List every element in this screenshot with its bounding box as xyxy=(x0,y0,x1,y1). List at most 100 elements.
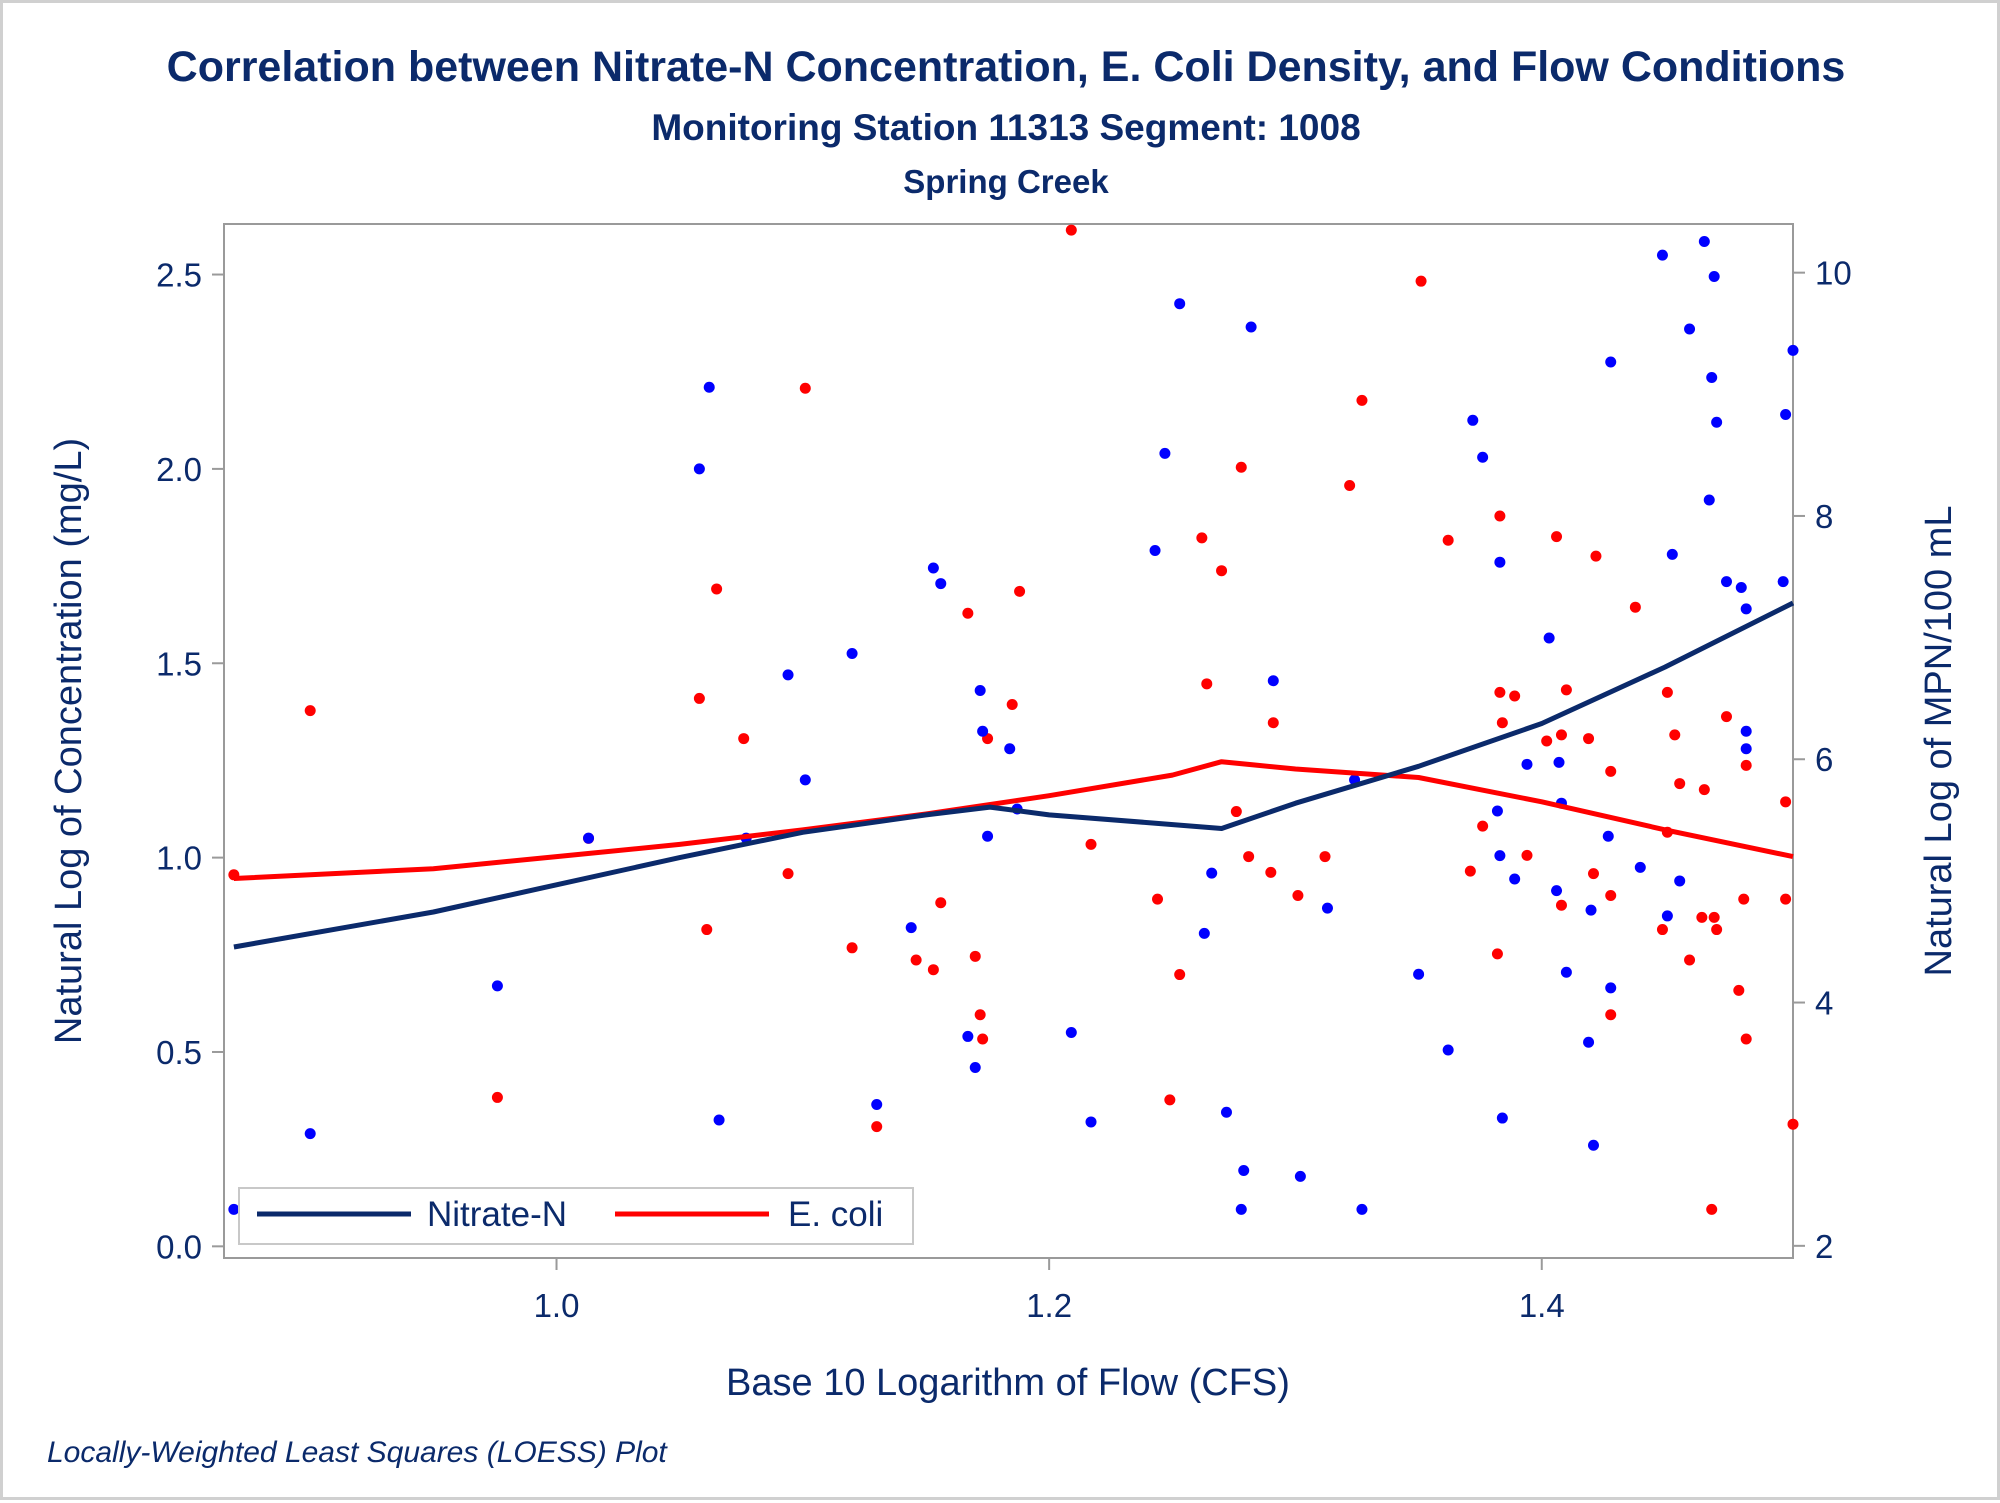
ecoli-points xyxy=(228,224,1799,1215)
ecoli-point xyxy=(962,607,974,619)
ecoli-point xyxy=(1706,1203,1718,1215)
ecoli-point xyxy=(1605,765,1617,777)
ecoli-point xyxy=(1230,806,1242,818)
ecoli-point xyxy=(1708,911,1720,923)
nitrate-point xyxy=(1780,408,1792,420)
ecoli-point xyxy=(1605,889,1617,901)
nitrate-point xyxy=(1065,1027,1077,1039)
chart-title: Correlation between Nitrate-N Concentrat… xyxy=(167,43,1846,91)
ecoli-point xyxy=(1629,601,1641,613)
y-axis-right: 2 4 6 8 10 xyxy=(1793,255,1852,1265)
y-left-tick-label: 2.5 xyxy=(156,257,202,294)
ecoli-point xyxy=(1494,510,1506,522)
y-right-tick-label: 6 xyxy=(1815,741,1833,778)
nitrate-point xyxy=(974,684,986,696)
ecoli-point xyxy=(1674,778,1686,790)
ecoli-point xyxy=(304,705,316,717)
ecoli-point xyxy=(1152,893,1164,905)
ecoli-point xyxy=(1656,924,1668,936)
ecoli-point xyxy=(1551,531,1563,543)
ecoli-point xyxy=(1738,893,1750,905)
nitrate-point xyxy=(799,774,811,786)
ecoli-point xyxy=(1201,678,1213,690)
nitrate-point xyxy=(1159,447,1171,459)
ecoli-point xyxy=(1196,532,1208,544)
ecoli-point xyxy=(974,1009,986,1021)
nitrate-point xyxy=(1720,576,1732,588)
ecoli-point xyxy=(1235,461,1247,473)
nitrate-point xyxy=(491,980,503,992)
nitrate-point xyxy=(1521,758,1533,770)
ecoli-point xyxy=(1740,1033,1752,1045)
chart-subtitle: Monitoring Station 11313 Segment: 1008 xyxy=(651,107,1360,148)
y-left-tick-label: 0.0 xyxy=(156,1228,202,1265)
nitrate-point xyxy=(871,1098,883,1110)
nitrate-point xyxy=(1294,1170,1306,1182)
nitrate-point xyxy=(1698,235,1710,247)
nitrate-point xyxy=(1085,1116,1097,1128)
nitrate-point xyxy=(1684,323,1696,335)
ecoli-point xyxy=(1711,924,1723,936)
footnote: Locally-Weighted Least Squares (LOESS) P… xyxy=(47,1436,668,1469)
legend-label-nitrate: Nitrate-N xyxy=(427,1195,567,1234)
nitrate-point xyxy=(1740,743,1752,755)
nitrate-point xyxy=(977,725,989,737)
nitrate-point xyxy=(1220,1106,1232,1118)
nitrate-point xyxy=(1477,451,1489,463)
ecoli-point xyxy=(1698,784,1710,796)
ecoli-point xyxy=(1733,984,1745,996)
y-axis-left-label: Natural Log of Concentration (mg/L) xyxy=(48,438,90,1044)
nitrate-point xyxy=(1602,830,1614,842)
nitrate-point xyxy=(304,1128,316,1140)
ecoli-point xyxy=(1696,911,1708,923)
y-axis-right-label: Natural Log of MPN/100 mL xyxy=(1918,505,1960,976)
nitrate-point xyxy=(1553,756,1565,768)
ecoli-point xyxy=(1243,851,1255,863)
ecoli-point xyxy=(1780,796,1792,808)
nitrate-point xyxy=(846,648,858,660)
nitrate-point xyxy=(1585,904,1597,916)
ecoli-loess-line xyxy=(233,759,1794,881)
nitrate-point xyxy=(1491,805,1503,817)
ecoli-point xyxy=(1496,717,1508,729)
nitrate-point xyxy=(969,1062,981,1074)
nitrate-point xyxy=(1321,902,1333,914)
loess-curves xyxy=(233,600,1795,950)
ecoli-point xyxy=(1491,948,1503,960)
y-left-tick-label: 0.5 xyxy=(156,1034,202,1071)
nitrate-point xyxy=(1235,1203,1247,1215)
nitrate-loess-line xyxy=(233,600,1795,950)
nitrate-point xyxy=(1467,414,1479,426)
ecoli-point xyxy=(1541,735,1553,747)
nitrate-point xyxy=(228,1203,240,1215)
ecoli-point xyxy=(846,942,858,954)
ecoli-point xyxy=(871,1121,883,1133)
ecoli-point xyxy=(1265,866,1277,878)
ecoli-point xyxy=(1292,889,1304,901)
ecoli-point xyxy=(1216,565,1228,577)
ecoli-point xyxy=(1006,699,1018,711)
nitrate-point xyxy=(1583,1036,1595,1048)
ecoli-point xyxy=(1356,394,1368,406)
nitrate-point xyxy=(1703,494,1715,506)
nitrate-point xyxy=(1267,675,1279,687)
ecoli-point xyxy=(1605,1009,1617,1021)
nitrate-point xyxy=(713,1114,725,1126)
chart-subtitle-2: Spring Creek xyxy=(903,163,1109,200)
ecoli-point xyxy=(1509,690,1521,702)
y-left-tick-label: 1.0 xyxy=(156,840,202,877)
y-right-tick-label: 2 xyxy=(1815,1228,1833,1265)
x-tick-label: 1.0 xyxy=(534,1287,580,1324)
nitrate-point xyxy=(1674,875,1686,887)
nitrate-point xyxy=(962,1030,974,1042)
nitrate-point xyxy=(1740,603,1752,615)
nitrate-point xyxy=(1666,548,1678,560)
nitrate-point xyxy=(1238,1165,1250,1177)
ecoli-point xyxy=(711,583,723,595)
nitrate-point xyxy=(583,832,595,844)
nitrate-point xyxy=(1605,982,1617,994)
ecoli-point xyxy=(1587,868,1599,880)
ecoli-point xyxy=(1319,851,1331,863)
ecoli-point xyxy=(1787,1118,1799,1130)
